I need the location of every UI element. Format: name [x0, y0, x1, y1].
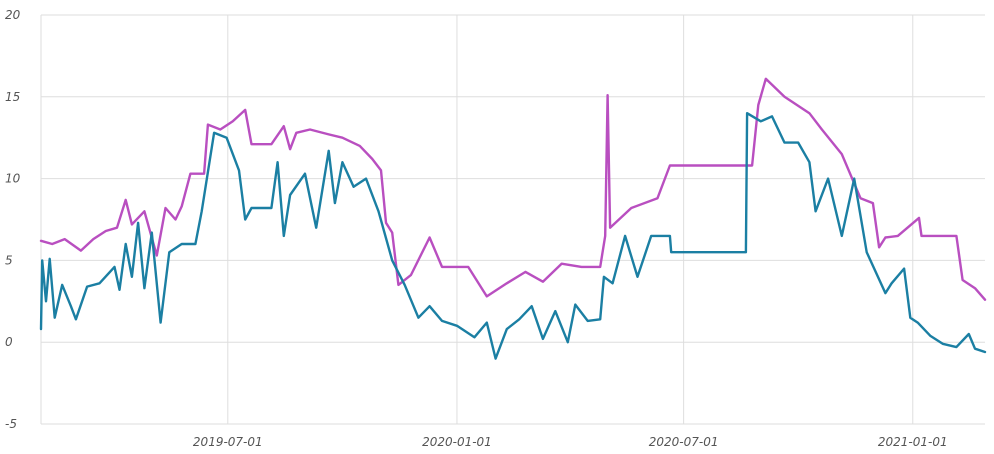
y-tick-label: 20: [5, 8, 21, 22]
x-tick-label: 2020-01-01: [422, 435, 492, 449]
grid: [40, 14, 985, 425]
y-tick-label: 10: [5, 172, 21, 186]
series-line-upper: [39, 77, 987, 301]
x-axis-ticks: 2019-07-01 2020-01-01 2020-07-01 2021-01-01: [193, 435, 948, 449]
x-tick-label: 2019-07-01: [193, 435, 263, 449]
x-tick-label: 2020-07-01: [649, 435, 719, 449]
x-tick-label: 2021-01-01: [878, 435, 948, 449]
series-lines: [39, 77, 987, 360]
series-line-lower: [39, 112, 987, 360]
y-tick-label: 15: [5, 90, 20, 104]
y-tick-label: 5: [5, 253, 13, 267]
y-axis-ticks: -5 0 5 10 15 20: [5, 8, 21, 431]
y-tick-label: -5: [5, 417, 17, 431]
y-tick-label: 0: [5, 335, 13, 349]
